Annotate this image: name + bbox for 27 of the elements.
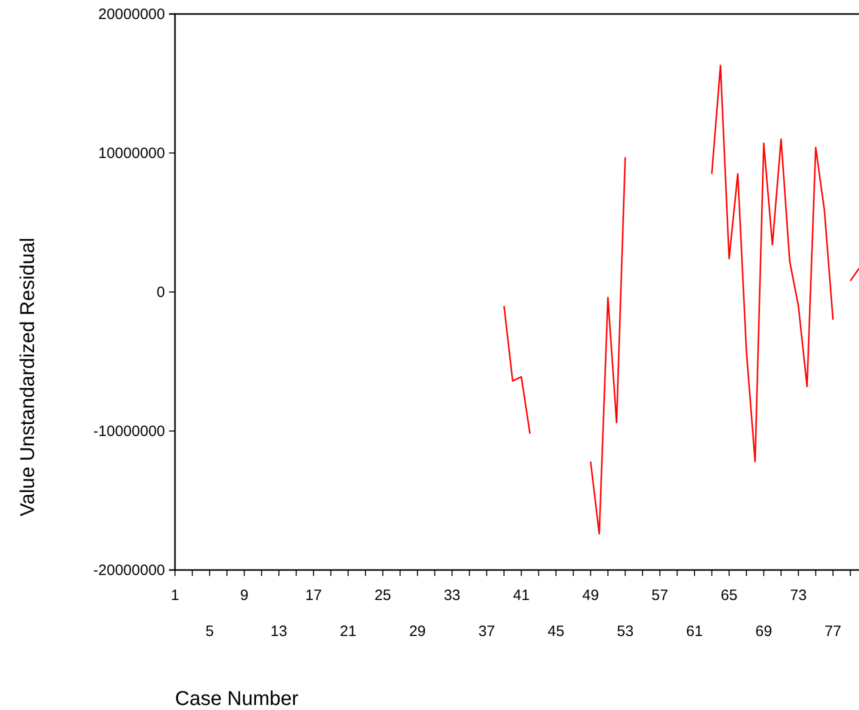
x-tick-label: 45 bbox=[548, 623, 564, 640]
y-tick-label: -10000000 bbox=[93, 422, 165, 440]
x-tick-label: 33 bbox=[444, 587, 460, 604]
x-tick-label: 77 bbox=[824, 623, 842, 640]
x-tick-label: 1 bbox=[170, 587, 180, 604]
y-axis-title: Value Unstandardized Residual bbox=[17, 238, 39, 516]
x-axis-title: Case Number bbox=[175, 688, 299, 710]
y-tick-label: 0 bbox=[156, 284, 165, 301]
x-tick-label: 69 bbox=[755, 623, 772, 640]
y-tick-label: 10000000 bbox=[98, 144, 165, 162]
y-tick-label: -20000000 bbox=[93, 562, 165, 579]
y-tick-label: 20000000 bbox=[98, 6, 165, 23]
x-tick-label: 57 bbox=[652, 587, 668, 604]
x-tick-label: 9 bbox=[240, 587, 248, 604]
x-tick-label: 5 bbox=[205, 623, 214, 640]
x-tick-label: 25 bbox=[374, 587, 392, 604]
x-tick-label: 73 bbox=[790, 587, 807, 604]
x-tick-label: 65 bbox=[720, 587, 738, 604]
x-tick-label: 13 bbox=[270, 623, 288, 640]
x-tick-label: 61 bbox=[686, 623, 703, 640]
x-tick-label: 49 bbox=[582, 587, 599, 604]
x-tick-label: 21 bbox=[340, 623, 357, 640]
x-tick-label: 29 bbox=[409, 623, 426, 640]
x-tick-label: 53 bbox=[616, 623, 634, 640]
x-tick-label: 41 bbox=[512, 587, 530, 604]
x-tick-label: 17 bbox=[305, 587, 322, 604]
x-tick-label: 37 bbox=[478, 623, 496, 640]
